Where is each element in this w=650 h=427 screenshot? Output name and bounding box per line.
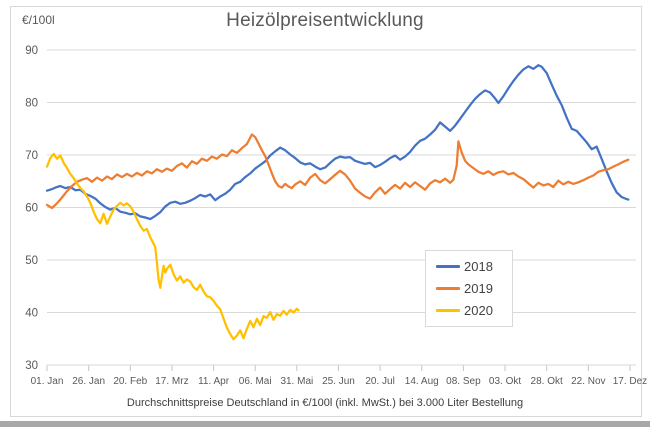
legend-item-2018: 2018 [436,259,512,274]
y-axis-unit-label: €/100l [22,13,55,27]
x-tick-label-1: 26. Jan [72,376,105,387]
x-tick-label-14: 17. Dez [613,376,647,387]
legend-label-2019: 2019 [464,280,493,296]
y-tick-label-90: 90 [25,45,38,57]
chart-caption: Durchschnittspreise Deutschland in €/100… [126,397,524,409]
legend-swatch-2019 [436,286,460,290]
y-tick-label-50: 50 [25,255,38,267]
x-tick-label-7: 25. Jun [322,376,355,387]
x-tick-label-9: 14. Aug [405,376,439,387]
legend-label-2018: 2018 [464,258,493,274]
x-tick-label-11: 03. Okt [489,376,521,387]
x-tick-label-4: 11. Apr [198,376,230,387]
series-line-2020 [45,152,300,341]
y-tick-label-60: 60 [25,203,38,215]
x-tick-label-12: 28. Okt [531,376,563,387]
bottom-window-edge [0,421,650,427]
x-tick-label-3: 17. Mrz [155,376,188,387]
x-tick-label-10: 08. Sep [446,376,481,387]
legend-swatch-2020 [436,309,460,313]
y-tick-label-40: 40 [25,308,38,320]
legend-item-2020: 2020 [436,303,512,318]
legend-label-2020: 2020 [464,303,493,319]
x-tick-label-5: 06. Mai [239,376,272,387]
chart-title: Heizölpreisentwicklung [226,10,424,31]
series-line-2019 [45,133,630,210]
x-tick-label-13: 22. Nov [571,376,605,387]
legend: 2018 2019 2020 [425,250,513,327]
x-tick-label-6: 31. Mai [280,376,313,387]
y-tick-label-80: 80 [25,98,38,110]
x-tick-label-8: 20. Jul [365,376,394,387]
y-tick-label-70: 70 [25,150,38,162]
chart-frame [10,6,642,417]
series-line-2018 [45,64,630,221]
x-tick-label-2: 20. Feb [113,376,147,387]
y-tick-label-30: 30 [25,360,38,372]
x-tick-label-0: 01. Jan [31,376,64,387]
legend-swatch-2018 [436,264,460,268]
legend-item-2019: 2019 [436,281,512,296]
